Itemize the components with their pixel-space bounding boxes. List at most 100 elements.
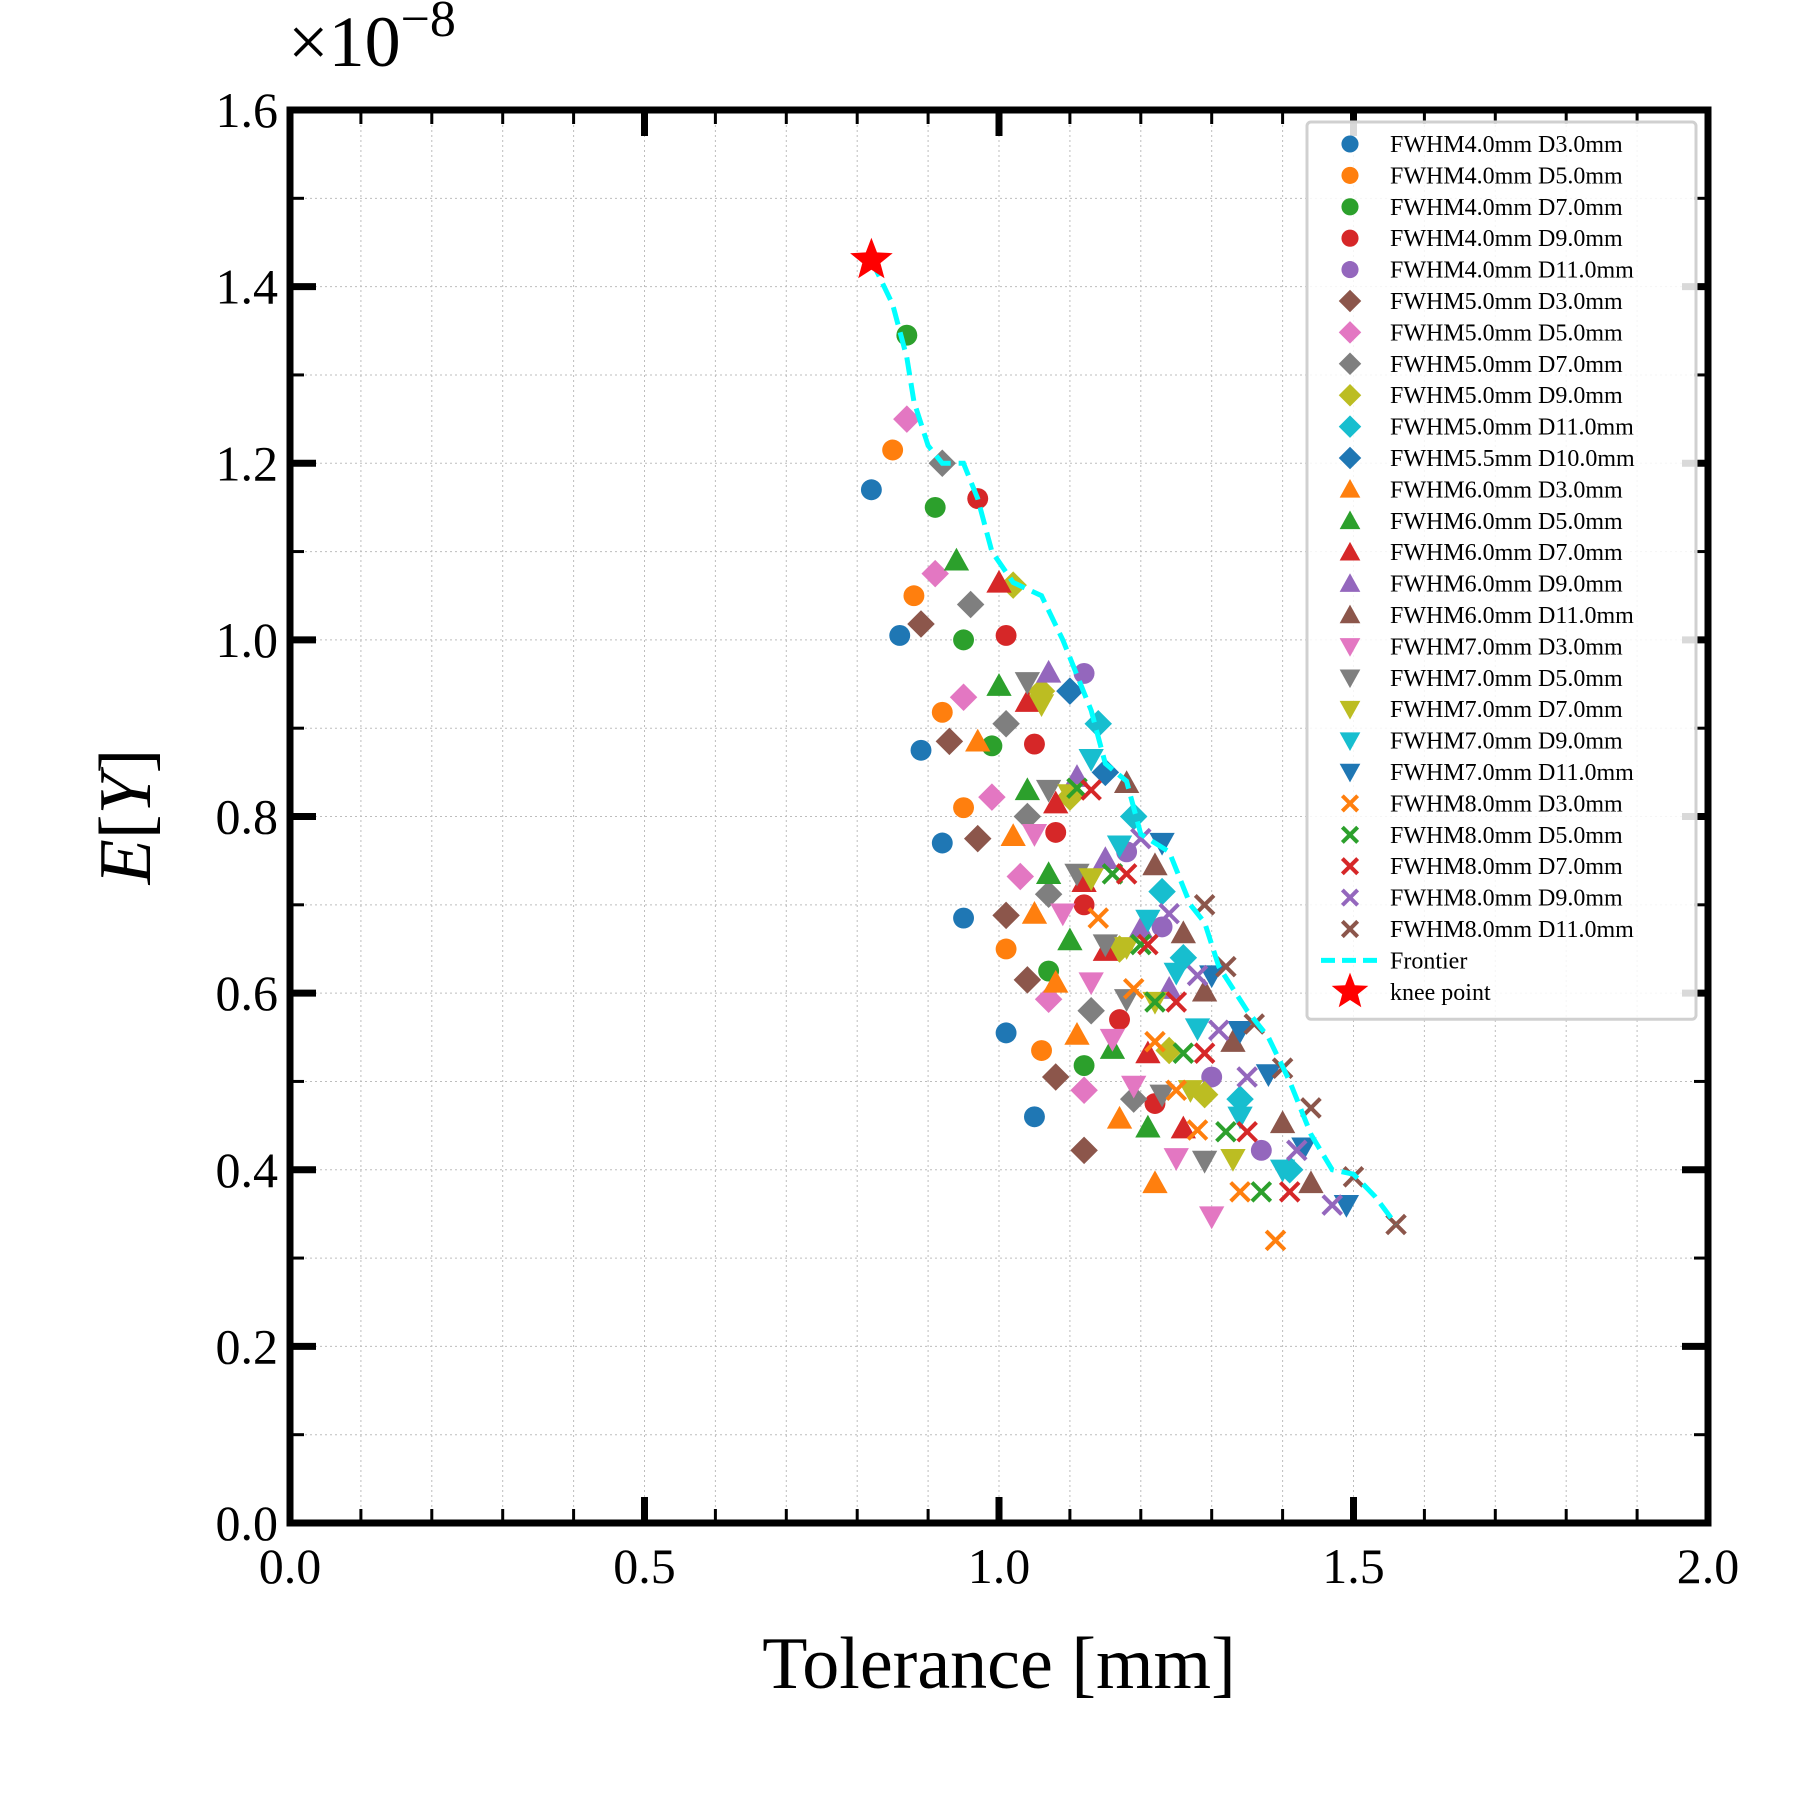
legend-entry: FWHM8.0mm D7.0mm <box>1340 854 1623 880</box>
data-point <box>1250 1139 1272 1161</box>
data-point <box>1078 972 1104 996</box>
legend-label: knee point <box>1390 980 1491 1006</box>
legend-entry: FWHM6.0mm D3.0mm <box>1339 477 1623 503</box>
legend-label: FWHM6.0mm D9.0mm <box>1390 572 1623 598</box>
plot-area <box>850 237 1407 1252</box>
legend-swatch <box>1338 446 1362 470</box>
legend-label: FWHM5.5mm D10.0mm <box>1390 446 1635 472</box>
legend-swatch <box>1340 825 1360 844</box>
data-point <box>1250 1181 1273 1203</box>
data-point <box>1035 659 1062 683</box>
series <box>1084 710 1304 1184</box>
legend-label: FWHM5.0mm D3.0mm <box>1390 289 1623 315</box>
data-point <box>1255 1064 1282 1088</box>
data-point <box>1193 1042 1216 1064</box>
data-point <box>956 590 985 619</box>
data-point <box>1106 1105 1133 1129</box>
data-point <box>953 797 974 819</box>
data-point <box>1220 1149 1246 1172</box>
legend-swatch <box>1339 604 1361 624</box>
y-axis-offset-label: ×10−8 <box>288 0 456 82</box>
data-point <box>1041 1063 1070 1091</box>
y-label-bracket: [ <box>85 814 167 839</box>
data-point <box>1043 969 1069 993</box>
data-point <box>1170 920 1196 944</box>
data-point <box>978 783 1006 811</box>
data-point <box>1023 1106 1045 1128</box>
y-tick-label: 1.4 <box>216 259 279 315</box>
data-point <box>995 938 1017 960</box>
data-point <box>1291 1137 1317 1161</box>
data-point <box>1144 991 1166 1013</box>
data-point <box>1070 1076 1098 1105</box>
y-tick-label: 0.2 <box>216 1318 279 1374</box>
data-point <box>963 824 992 853</box>
data-point <box>1165 1079 1188 1102</box>
data-point <box>1014 777 1041 801</box>
x-tick-label: 0.0 <box>259 1538 322 1594</box>
data-point <box>1014 689 1041 712</box>
series <box>1078 748 1296 1183</box>
data-point <box>943 547 970 571</box>
data-point <box>1077 997 1105 1025</box>
legend-label: Frontier <box>1390 948 1467 974</box>
legend-entry: FWHM4.0mm D9.0mm <box>1341 226 1623 252</box>
series <box>1080 779 1301 1203</box>
data-point <box>1113 937 1140 960</box>
y-label-bracket: ] <box>85 749 167 774</box>
data-point <box>1227 1106 1253 1130</box>
data-point <box>1035 861 1062 885</box>
data-point <box>935 727 964 756</box>
legend-entry: FWHM8.0mm D9.0mm <box>1340 886 1623 912</box>
data-point <box>1099 1028 1126 1052</box>
data-point <box>1165 991 1188 1013</box>
legend-entry: FWHM5.0mm D11.0mm <box>1338 415 1634 441</box>
legend-swatch <box>1339 510 1361 530</box>
data-point <box>1135 909 1161 933</box>
legend-swatch <box>1339 700 1361 720</box>
data-point <box>1321 1194 1343 1216</box>
data-point <box>931 832 953 854</box>
x-tick-label: 1.0 <box>968 1538 1031 1594</box>
legend-entry: FWHM6.0mm D7.0mm <box>1339 540 1623 566</box>
legend-entry: FWHM7.0mm D7.0mm <box>1339 697 1623 723</box>
y-axis-label: E[Y] <box>85 749 167 886</box>
legend-entry: knee point <box>1331 972 1491 1008</box>
data-point <box>1078 868 1104 891</box>
data-point <box>1199 1206 1225 1230</box>
data-point <box>1186 964 1209 987</box>
legend-entry: FWHM8.0mm D5.0mm <box>1340 823 1623 849</box>
data-point <box>992 901 1020 930</box>
legend-entry: FWHM7.0mm D5.0mm <box>1339 666 1623 692</box>
data-point <box>995 625 1017 646</box>
data-point <box>1014 672 1041 695</box>
series <box>860 479 1045 1128</box>
data-point <box>1286 1139 1308 1162</box>
legend-swatch <box>1339 638 1361 657</box>
legend-label: FWHM7.0mm D11.0mm <box>1390 760 1634 786</box>
series <box>1021 824 1225 1230</box>
series <box>1087 907 1287 1252</box>
series <box>1066 777 1273 1203</box>
legend-label: FWHM7.0mm D7.0mm <box>1390 697 1623 723</box>
legend-label: FWHM4.0mm D3.0mm <box>1390 132 1623 158</box>
data-point <box>1142 852 1168 876</box>
data-point <box>889 625 911 646</box>
data-point <box>1034 880 1063 908</box>
data-point <box>1091 758 1120 787</box>
legend-label: FWHM7.0mm D9.0mm <box>1390 729 1623 755</box>
y-label-symbol: E <box>85 839 167 885</box>
data-point <box>1045 821 1067 843</box>
data-point <box>1264 1229 1287 1252</box>
data-point <box>1191 1150 1218 1174</box>
legend-label: FWHM4.0mm D11.0mm <box>1390 258 1634 284</box>
y-tick-label: 1.6 <box>216 82 279 138</box>
data-point <box>1184 1018 1211 1042</box>
data-point <box>893 405 921 433</box>
legend-swatch <box>1339 732 1361 751</box>
legend-label: FWHM8.0mm D7.0mm <box>1390 854 1623 880</box>
legend-entry: FWHM4.0mm D5.0mm <box>1341 163 1623 189</box>
legend-entry: FWHM8.0mm D3.0mm <box>1340 791 1623 817</box>
data-point <box>1092 846 1118 870</box>
legend-label: FWHM8.0mm D9.0mm <box>1390 886 1623 912</box>
